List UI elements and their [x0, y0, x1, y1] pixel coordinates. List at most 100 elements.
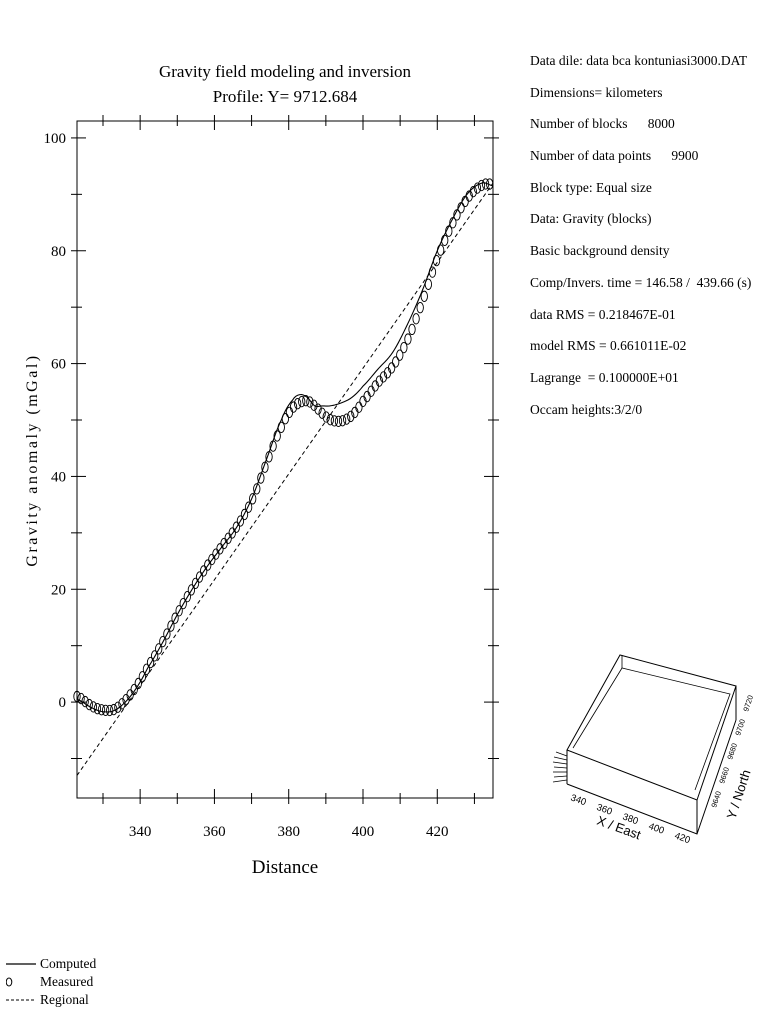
measured-point: [261, 461, 269, 473]
y-tick-label: 40: [51, 469, 66, 485]
measured-point: [191, 577, 200, 590]
measured-point: [367, 385, 375, 397]
series-regional: [76, 182, 494, 776]
info-line: Number of data points 9900: [530, 148, 699, 164]
measured-point: [473, 182, 482, 194]
measured-point: [277, 421, 285, 433]
measured-point: [302, 395, 310, 407]
axis-ticks: [71, 115, 499, 804]
info-line: Dimensions= kilometers: [530, 84, 663, 100]
info-line: model RMS = 0.661011E-02: [530, 338, 687, 354]
info-line: Block type: Equal size: [530, 179, 652, 195]
y-tick-label: 60: [51, 357, 66, 373]
measured-point: [285, 406, 294, 418]
measured-point: [159, 635, 167, 648]
solid-line-icon: [6, 962, 40, 966]
series-computed: [76, 182, 494, 713]
measured-point: [387, 362, 396, 374]
measured-point: [449, 217, 457, 229]
measured-point: [400, 341, 408, 354]
measured-point: [310, 399, 318, 411]
y-tick-label: 100: [44, 131, 67, 147]
measured-point: [110, 703, 118, 716]
measured-point: [412, 313, 420, 325]
measured-point: [118, 698, 126, 710]
measured-point: [138, 671, 147, 683]
measured-point: [244, 501, 253, 513]
block-y-tick-label: 9720: [741, 694, 755, 713]
measured-point: [298, 395, 306, 408]
measured-point: [93, 703, 102, 715]
measured-point: [228, 527, 236, 539]
x-tick-label: 380: [277, 824, 300, 840]
measured-point: [89, 701, 97, 713]
info-line: Data: Gravity (blocks): [530, 211, 652, 227]
measured-point: [204, 559, 212, 571]
measured-point: [347, 410, 355, 423]
measured-point: [249, 493, 257, 505]
measured-point: [289, 401, 298, 413]
x-tick-label: 420: [426, 824, 449, 840]
legend-label: Regional: [40, 992, 89, 1007]
measured-point: [314, 403, 322, 415]
info-line: Comp/Invers. time = 146.58 / 439.66 (s): [530, 274, 752, 290]
measured-point: [179, 597, 187, 610]
info-line: Data dile: data bca kontuniasi3000.DAT: [530, 53, 748, 68]
chart-subtitle: Profile: Y= 9712.684: [213, 87, 358, 106]
measured-point: [101, 704, 110, 716]
measured-point: [396, 349, 404, 361]
block-x-tick-label: 420: [673, 830, 692, 846]
measured-point: [404, 333, 412, 345]
computed-line: [76, 182, 494, 713]
block-bottom-face: [566, 719, 737, 835]
measured-point: [481, 178, 490, 190]
measured-point: [163, 628, 171, 640]
info-line: Occam heights:3/2/0: [530, 401, 643, 417]
regional-line: [76, 182, 494, 776]
measured-point: [379, 371, 388, 383]
legend-item-measured: Measured: [6, 973, 96, 991]
legend-label: Measured: [40, 974, 94, 989]
measured-point: [167, 620, 175, 632]
measured-point: [171, 612, 179, 624]
measured-point: [232, 521, 240, 533]
measured-point: [420, 290, 428, 302]
measured-point: [477, 179, 486, 192]
measured-point: [338, 415, 347, 427]
measured-point: [97, 704, 106, 716]
measured-point: [392, 356, 400, 368]
block-model-3d: [552, 654, 737, 835]
x-tick-label: 340: [129, 824, 152, 840]
block-inner-face: [572, 667, 731, 791]
measured-point: [236, 515, 245, 527]
info-line: Lagrange = 0.100000E+01: [530, 369, 679, 385]
measured-point: [142, 663, 151, 675]
info-line: Basic background density: [530, 243, 670, 259]
measured-point: [453, 209, 461, 221]
measured-point: [416, 301, 424, 314]
measured-point: [330, 415, 339, 427]
measured-point: [306, 396, 314, 408]
y-axis-label: Gravity anomaly (mGal): [24, 353, 41, 566]
y-tick-label: 20: [51, 582, 66, 598]
measured-point: [432, 254, 441, 267]
measured-point: [281, 413, 290, 425]
measured-point: [343, 413, 351, 425]
series-measured: [73, 178, 494, 717]
dashed-line-icon: [6, 998, 40, 1002]
measured-point: [114, 701, 122, 713]
legend-item-computed: Computed: [6, 955, 96, 973]
measured-point: [436, 244, 445, 256]
measured-point: [265, 451, 273, 463]
measured-point: [424, 278, 433, 290]
series-layer: [73, 178, 494, 776]
measured-point: [445, 225, 453, 237]
legend-item-regional: Regional: [6, 991, 96, 1009]
measured-point: [187, 584, 196, 596]
y-tick-label: 80: [51, 244, 66, 260]
axis-tick-labels: 340 360 380 400 420 0 20 40 60 80 100: [44, 131, 449, 840]
info-line: data RMS = 0.218467E-01: [530, 306, 676, 322]
block-x-tick-label: 400: [647, 821, 666, 837]
measured-point: [195, 571, 204, 583]
